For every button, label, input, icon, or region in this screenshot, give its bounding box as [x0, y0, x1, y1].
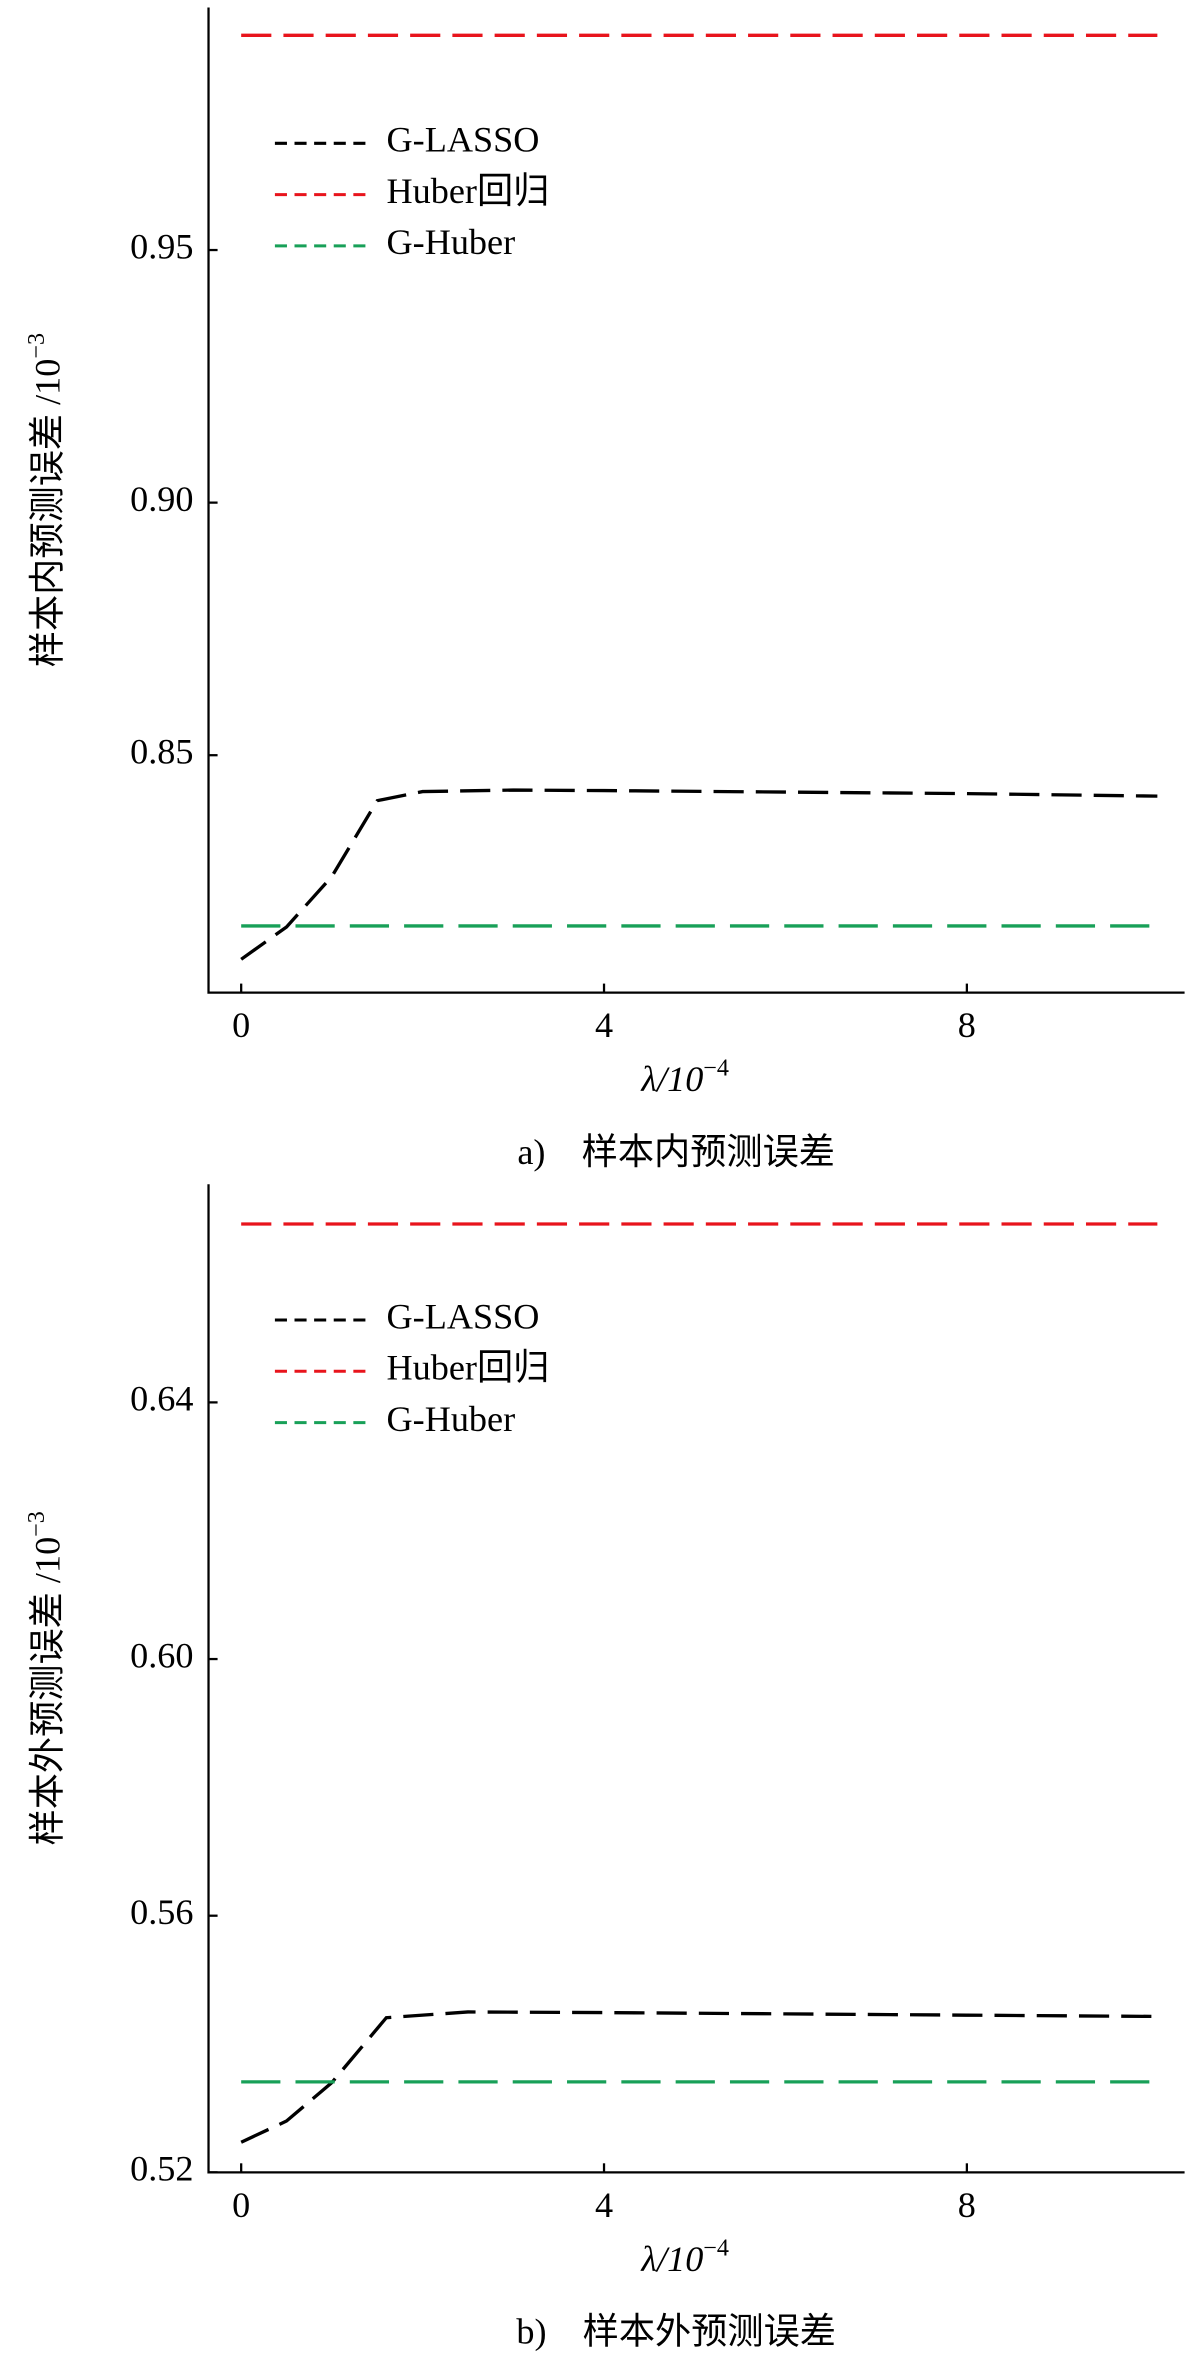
caption: a) 样本内预测误差	[517, 1132, 835, 1172]
chart: 0.85 0.90 0.95 0 4 8 λ/10−4 样本内预测误差 /10−3 a) 样本内…	[23, 7, 1185, 1172]
legend-label: Huber回归	[387, 171, 550, 211]
x-axis-label-text: λ/10	[640, 2239, 703, 2279]
y-axis-label-exponent: −3	[23, 1511, 50, 1537]
y-axis-label: 样本内预测误差 /10−3	[23, 333, 68, 667]
y-axis-label-text: 样本内预测误差 /10	[28, 359, 68, 668]
y-tick-label: 0.64	[130, 1379, 193, 1419]
y-axis-label: 样本外预测误差 /10−3	[23, 1511, 68, 1845]
y-tick-label: 0.95	[130, 226, 193, 266]
legend-label: G-LASSO	[387, 120, 540, 160]
y-axis-label-exponent: −3	[23, 333, 50, 359]
y-axis-label-text: 样本外预测误差 /10	[28, 1537, 68, 1846]
x-tick-label: 8	[958, 2185, 976, 2225]
y-tick-label: 0.85	[130, 732, 193, 772]
x-axis-label: λ/10−4	[640, 2234, 729, 2279]
x-tick-label: 0	[232, 2185, 250, 2225]
legend-label: G-LASSO	[387, 1296, 540, 1336]
legend-label: Huber回归	[387, 1348, 550, 1388]
x-axis-label-exponent: −4	[703, 2234, 729, 2261]
y-tick-label: 0.90	[130, 479, 193, 519]
series-line	[240, 2010, 1158, 2144]
caption: b) 样本外预测误差	[516, 2312, 836, 2352]
x-axis-label-text: λ/10	[640, 1059, 703, 1099]
x-tick-label: 0	[232, 1005, 250, 1045]
x-tick-label: 4	[595, 1005, 613, 1045]
y-tick-label: 0.60	[130, 1635, 193, 1675]
y-tick-label: 0.52	[130, 2149, 193, 2189]
axis-line	[207, 1184, 1185, 2174]
chart: 0.52 0.56 0.60 0.64 0 4 8 λ/10−4 样本外预测误差 /10−3 b)…	[23, 1184, 1185, 2352]
x-tick-label: 4	[595, 2185, 613, 2225]
legend-label: G-Huber	[387, 1399, 516, 1439]
x-axis-label: λ/10−4	[640, 1054, 729, 1099]
series-line	[240, 788, 1158, 961]
legend-label: G-Huber	[387, 222, 516, 262]
x-tick-label: 8	[958, 1005, 976, 1045]
x-axis-label-exponent: −4	[703, 1054, 729, 1081]
axis-line	[207, 7, 1185, 994]
y-tick-label: 0.56	[130, 1892, 193, 1932]
